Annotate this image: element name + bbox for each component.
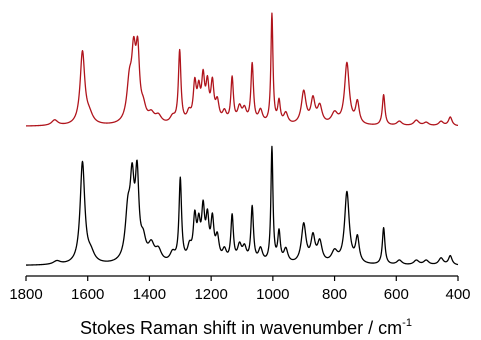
x-tick-label: 600: [384, 286, 409, 303]
x-tick-label: 1400: [133, 286, 166, 303]
x-axis-ticks: 1800 1600 1400 1200 1000 800 600 400: [9, 276, 471, 303]
x-axis-title-text: Stokes Raman shift in wavenumber / cm: [80, 318, 402, 338]
x-tick-label: 800: [322, 286, 347, 303]
spectrum-line-upper: [25, 12, 459, 127]
x-tick-label: 1800: [9, 286, 42, 303]
series-layer: [25, 12, 459, 266]
x-tick-label: 1200: [194, 286, 227, 303]
x-tick-label: 1600: [71, 286, 104, 303]
x-tick-label: 1000: [256, 286, 289, 303]
x-tick-label: 400: [445, 286, 470, 303]
spectrum-line-lower: [25, 145, 459, 266]
x-axis-title-superscript: -1: [402, 317, 412, 329]
x-axis-title: Stokes Raman shift in wavenumber / cm-1: [80, 317, 412, 338]
